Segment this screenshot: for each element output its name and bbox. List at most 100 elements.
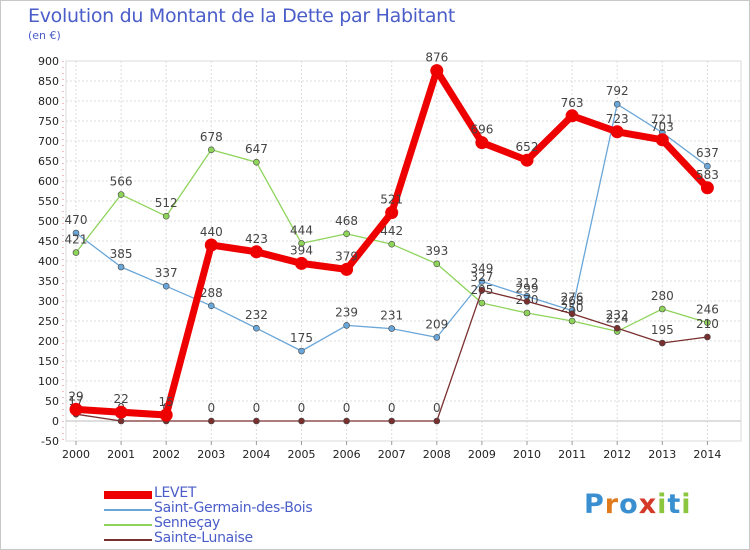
data-label: 0	[343, 401, 351, 415]
data-label: 394	[290, 243, 313, 257]
data-label: 288	[200, 286, 223, 300]
data-point	[433, 260, 441, 268]
y-tick-label: 700	[38, 135, 59, 148]
y-tick-label: 450	[38, 235, 59, 248]
legend-item: Senneçay	[104, 515, 364, 532]
x-tick-label: 2004	[242, 448, 270, 461]
data-label: 0	[298, 401, 306, 415]
data-label: 678	[200, 130, 223, 144]
x-tick-label: 2003	[197, 448, 225, 461]
data-point	[704, 319, 711, 326]
y-tick-label: 600	[38, 175, 59, 188]
data-label: 421	[65, 233, 88, 247]
x-tick-label: 2001	[107, 448, 135, 461]
x-tick-label: 2005	[288, 448, 316, 461]
data-label: 703	[651, 120, 674, 134]
data-label: 566	[110, 175, 133, 189]
y-tick-label: 100	[38, 375, 59, 388]
data-point	[72, 249, 80, 256]
data-label: 250	[561, 301, 584, 315]
data-label: 22	[113, 392, 128, 406]
data-label: 440	[200, 225, 223, 239]
y-tick-label: 400	[38, 255, 59, 268]
data-point	[253, 158, 260, 166]
data-point	[208, 146, 215, 154]
data-point	[343, 230, 350, 238]
x-tick-label: 2002	[152, 448, 180, 461]
data-point	[565, 109, 579, 123]
legend-label: LEVET	[154, 485, 197, 501]
data-point	[388, 325, 396, 332]
data-label: 721	[651, 113, 674, 127]
logo-letter: r	[604, 489, 620, 520]
x-tick-label: 2008	[423, 448, 451, 461]
data-point	[704, 333, 711, 341]
legend-swatch	[104, 491, 152, 499]
y-tick-label: 250	[38, 315, 59, 328]
data-label: 792	[606, 84, 629, 98]
legend-item: Saint-Germain-des-Bois	[104, 500, 364, 517]
y-tick-label: 150	[38, 355, 59, 368]
logo-letter: P	[584, 489, 605, 520]
data-point	[433, 334, 441, 341]
proxiti-logo: Proxiti	[584, 489, 692, 520]
data-label: 423	[245, 232, 268, 246]
data-label: 637	[696, 146, 719, 160]
data-point	[388, 240, 396, 248]
data-point	[478, 286, 486, 294]
data-point	[343, 322, 350, 329]
data-label: 175	[290, 331, 313, 345]
y-tick-label: 350	[38, 275, 59, 288]
data-label: 876	[425, 51, 448, 65]
logo-letter: i	[681, 489, 692, 520]
data-label: 0	[253, 401, 261, 415]
data-label: 470	[65, 213, 88, 227]
data-point	[162, 282, 170, 290]
data-point	[568, 317, 576, 325]
x-tick-label: 2000	[62, 448, 90, 461]
data-label: 29	[68, 389, 83, 403]
data-point	[658, 305, 666, 313]
data-point	[249, 245, 263, 259]
data-label: 379	[335, 249, 358, 263]
data-label: 327	[470, 270, 493, 284]
data-point	[340, 262, 354, 276]
data-point	[298, 417, 305, 425]
data-point	[117, 191, 125, 198]
data-point	[610, 125, 624, 139]
data-label: 393	[425, 244, 448, 258]
data-label: 349	[470, 261, 493, 275]
x-tick-label: 2012	[603, 448, 631, 461]
logo-letter: o	[619, 489, 639, 520]
x-tick-label: 2011	[558, 448, 586, 461]
data-point	[117, 263, 125, 271]
data-point	[253, 324, 260, 332]
data-label: 763	[561, 96, 584, 110]
data-point	[655, 133, 669, 147]
y-tick-label: 900	[38, 55, 59, 68]
legend-swatch	[104, 524, 152, 526]
data-label: 468	[335, 214, 358, 228]
data-label: 696	[470, 123, 493, 137]
legend-item: LEVET	[104, 485, 364, 502]
data-point	[430, 64, 444, 78]
data-label: 512	[155, 196, 178, 210]
data-point	[69, 402, 83, 416]
data-label: 0	[388, 401, 396, 415]
data-point	[523, 309, 531, 317]
y-tick-label: 300	[38, 295, 59, 308]
data-label: 521	[380, 193, 403, 207]
y-tick-label: 800	[38, 95, 59, 108]
data-point	[208, 417, 215, 425]
x-tick-label: 2009	[468, 448, 496, 461]
series-levet: 29 22 15 440 423 394 379 521 876 696 652 763 723 703 5…	[68, 51, 719, 422]
data-label: 195	[651, 323, 674, 337]
data-label: 385	[110, 247, 133, 261]
data-point	[159, 408, 173, 422]
data-point	[298, 240, 305, 247]
data-point	[613, 324, 621, 332]
logo-letter: t	[667, 489, 682, 520]
data-label: 723	[606, 112, 629, 126]
data-label: 337	[155, 266, 178, 280]
